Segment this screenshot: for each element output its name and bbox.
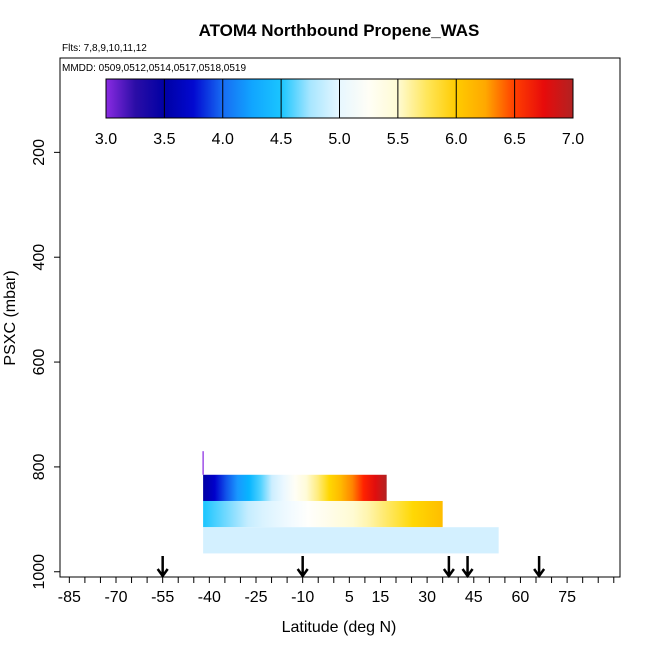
x-tick-label: 5 (345, 589, 354, 606)
colorbar-tick-label: 3.0 (95, 131, 117, 148)
x-axis: -85 -70 -55 -40 -25 -10 5 15 30 45 60 75 (58, 577, 615, 606)
x-tick-label: 30 (418, 589, 436, 606)
data-cell (203, 527, 499, 554)
latitude-arrow (442, 556, 455, 579)
data-cell (203, 500, 443, 528)
x-tick-label: 75 (558, 589, 576, 606)
data-cell (202, 451, 204, 475)
colorbar-border (105, 78, 574, 119)
x-tick-label: -40 (198, 589, 221, 606)
arrows (156, 556, 546, 579)
x-tick-label: 60 (512, 589, 530, 606)
x-tick-label: -25 (244, 589, 267, 606)
colorbar-tick-label: 5.5 (387, 131, 409, 148)
x-tick-label: 15 (372, 589, 390, 606)
y-tick-label: 600 (31, 349, 48, 376)
y-tick-label: 1000 (31, 554, 48, 590)
plot-frame (59, 57, 621, 578)
y-axis-label: PSXC (mbar) (2, 270, 19, 365)
colorbar: 3.0 3.5 4.0 4.5 5.0 5.5 6.0 6.5 7.0 (95, 78, 584, 148)
y-axis: 200 400 600 800 1000 (31, 139, 60, 590)
chart-title: ATOM4 Northbound Propene_WAS (199, 21, 480, 40)
y-tick-label: 400 (31, 244, 48, 271)
latitude-arrow (533, 556, 546, 579)
x-tick-label: 45 (465, 589, 483, 606)
colorbar-tick-label: 4.0 (212, 131, 234, 148)
colorbar-tick-label: 5.0 (328, 131, 350, 148)
latitude-arrow (461, 556, 474, 579)
x-axis-label: Latitude (deg N) (282, 619, 397, 636)
dates-note: MMDD: 0509,0512,0514,0517,0518,0519 (62, 63, 246, 74)
colorbar-tick-label: 7.0 (562, 131, 584, 148)
x-tick-label: -55 (151, 589, 174, 606)
x-tick-label: -85 (58, 589, 81, 606)
latitude-arrow (296, 556, 309, 579)
flights-note: Flts: 7,8,9,10,11,12 (62, 43, 147, 54)
colorbar-tick-label: 3.5 (153, 131, 175, 148)
x-tick-label: -10 (291, 589, 314, 606)
data-cell (203, 474, 387, 501)
latitude-arrow (156, 556, 169, 579)
x-tick-label: -70 (104, 589, 127, 606)
colorbar-tick-label: 6.5 (504, 131, 526, 148)
data-cells (202, 451, 499, 554)
y-tick-label: 200 (31, 139, 48, 166)
y-tick-label: 800 (31, 453, 48, 480)
colorbar-tick-label: 6.0 (445, 131, 467, 148)
colorbar-tick-label: 4.5 (270, 131, 292, 148)
